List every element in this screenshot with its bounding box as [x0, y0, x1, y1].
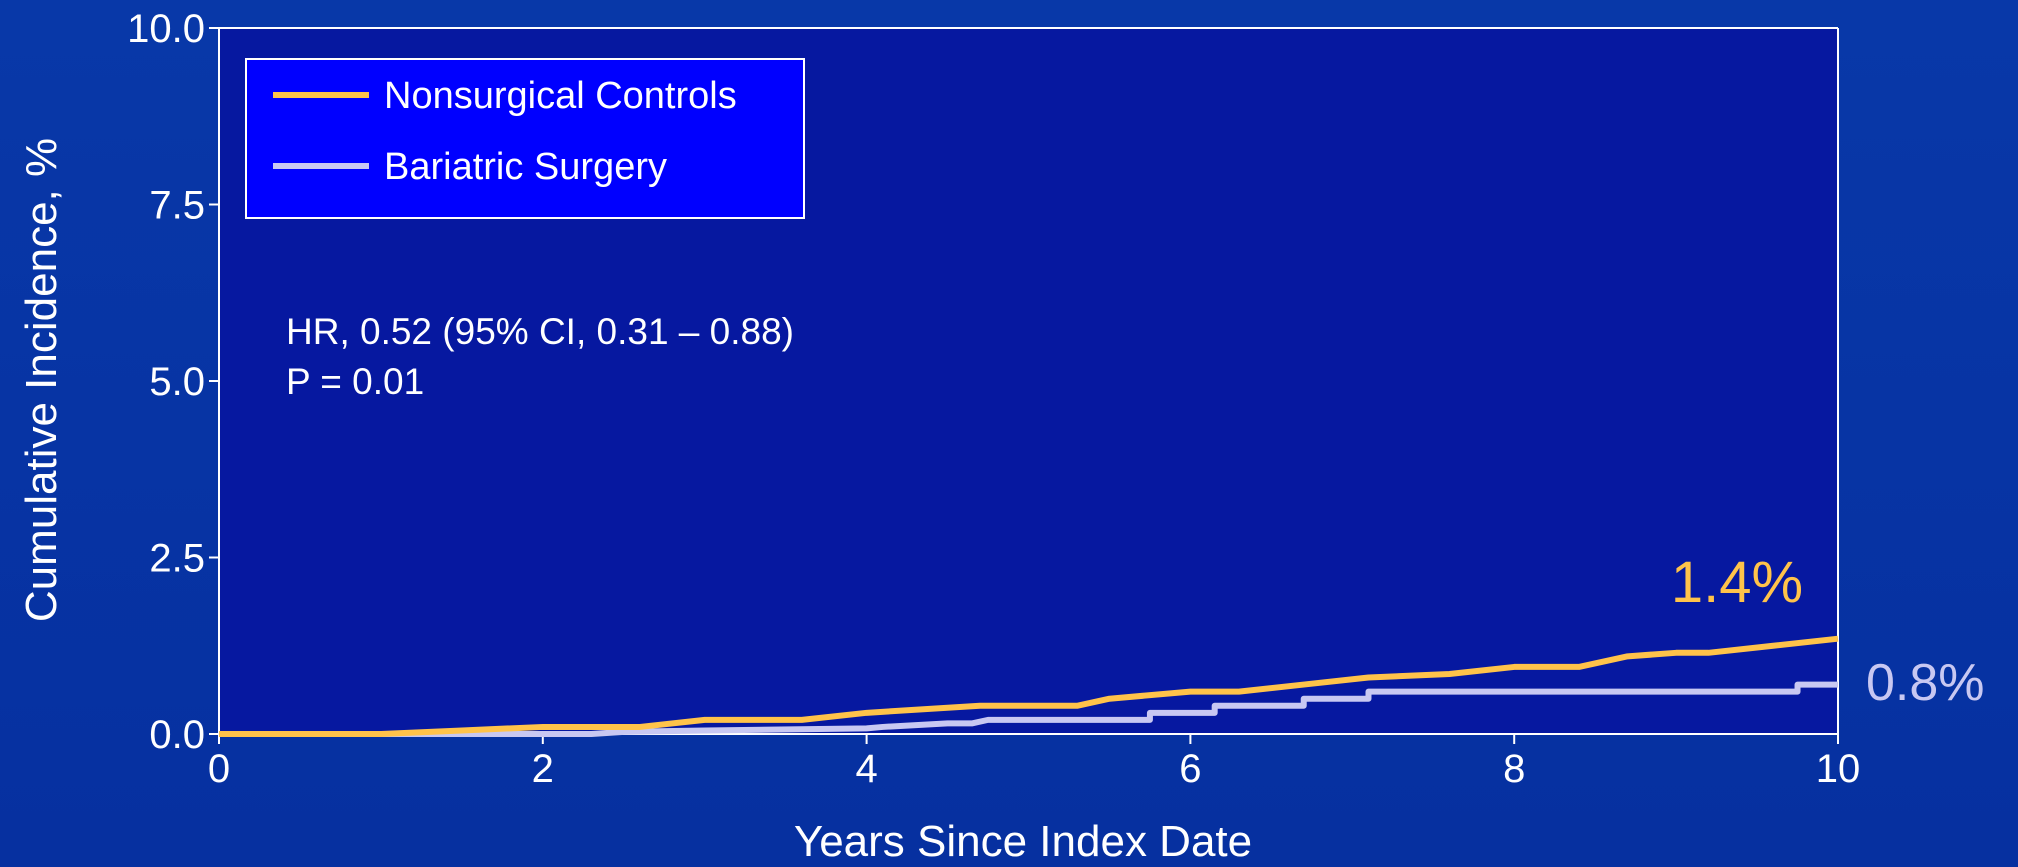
annotation: HR, 0.52 (95% CI, 0.31 – 0.88) [286, 311, 794, 352]
x-tick-label: 10 [1816, 747, 1861, 791]
y-tick-label: 7.5 [149, 184, 205, 228]
y-tick-label: 2.5 [149, 537, 205, 581]
x-tick-label: 0 [208, 747, 230, 791]
legend-box [245, 58, 805, 219]
x-tick-label: 4 [855, 747, 877, 791]
x-axis-title: Years Since Index Date [794, 817, 1252, 866]
y-tick-label: 0.0 [149, 713, 205, 757]
x-tick-label: 2 [532, 747, 554, 791]
y-tick-label: 5.0 [149, 360, 205, 404]
annotation: P = 0.01 [286, 361, 424, 402]
x-tick-label: 8 [1503, 747, 1525, 791]
series-line [219, 681, 1838, 737]
layer: 0.0 2.5 5.0 7.5 10.0 0 2 4 6 8 10 Nonsurgical Contr… [127, 7, 1860, 791]
y-axis-title: Cumulative Incidence, % [17, 138, 66, 622]
legend-label: Bariatric Surgery [384, 146, 667, 188]
x-tick-label: 6 [1179, 747, 1201, 791]
end-label: 0.8% [1866, 654, 1985, 712]
legend-label: Nonsurgical Controls [384, 75, 737, 117]
y-tick-label: 10.0 [127, 7, 205, 51]
end-label: 1.4% [1671, 550, 1803, 615]
series-line [219, 635, 1839, 737]
